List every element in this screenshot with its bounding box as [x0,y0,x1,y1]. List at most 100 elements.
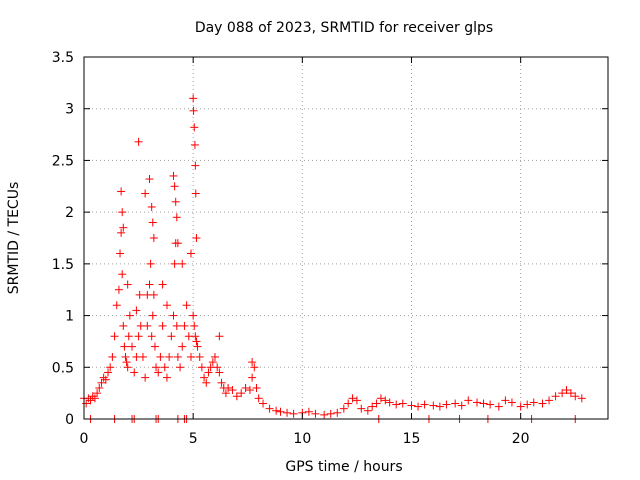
axis-ticks [83,56,608,420]
data-point [122,358,131,367]
data-point [119,321,128,330]
data-point [192,234,201,242]
data-point [237,389,246,398]
data-point [162,301,171,310]
data-point [148,311,157,320]
data-point [145,175,154,184]
data-point [141,373,150,382]
data-point [289,409,298,418]
data-point [414,402,423,411]
data-point [173,239,182,248]
data-point [154,368,163,377]
data-point [348,394,357,403]
data-point [138,352,147,361]
data-point [272,406,281,415]
data-point [172,213,181,222]
data-point [190,321,199,330]
data-point [191,161,200,170]
data-point [195,352,204,361]
y-tick-label: 1.5 [52,257,74,273]
data-point [577,394,586,403]
data-point [372,399,381,408]
data-point [145,280,154,289]
data-point [97,378,106,387]
data-point [523,400,532,409]
data-point [221,389,230,398]
data-point [149,234,158,242]
x-tick-label: 5 [189,431,198,447]
data-point [516,402,525,411]
data-point [248,358,257,367]
data-point [232,392,241,401]
data-point [311,409,320,418]
data-point [172,321,181,330]
data-point [241,383,250,392]
plot-frame [83,56,609,420]
data-point [202,378,211,387]
data-point [507,398,516,407]
data-point [376,394,385,403]
data-point [135,290,144,299]
y-tick-label: 3 [65,102,74,118]
y-tick-label: 0 [65,412,74,428]
data-point [106,363,115,372]
data-point [457,401,466,410]
data-point [224,383,233,392]
x-tick-label: 0 [80,431,89,447]
data-point [381,396,390,405]
data-point [86,396,95,405]
y-axis-label: SRMTID / TECUs [6,182,22,295]
data-point [176,363,185,372]
data-point [217,378,226,387]
data-point [134,137,143,146]
data-point [165,352,174,361]
data-point [265,404,274,413]
data-point [189,94,198,103]
data-point [193,342,202,351]
data-point [254,394,263,403]
data-point [128,342,137,351]
data-point [182,301,191,310]
data-point [451,399,460,408]
data-point [326,409,335,418]
data-point [158,280,167,289]
data-point [169,171,178,180]
data-point [118,270,127,279]
y-tick-label: 2 [65,205,74,221]
data-point [250,363,259,372]
data-point [147,332,156,341]
data-point [566,389,575,398]
data-points [80,94,586,423]
data-point [120,342,129,351]
data-point [344,399,353,408]
x-tick-label: 20 [512,431,530,447]
data-point [538,399,547,408]
data-point [190,140,199,149]
data-point [259,399,268,408]
data-point [191,189,200,198]
data-point [501,396,510,405]
data-point [392,400,401,409]
data-point [130,368,139,377]
data-point [173,352,182,361]
data-point [545,396,554,405]
data-point [95,383,104,392]
data-point [110,332,119,341]
data-point [215,332,224,341]
data-point [571,392,580,401]
data-point [152,363,161,372]
data-point [141,189,150,198]
data-point [435,402,444,411]
data-point [167,332,176,341]
data-point [146,259,155,268]
data-point [352,396,361,405]
y-tick-label: 2.5 [52,153,74,169]
data-point [357,404,366,413]
data-point [529,398,538,407]
data-point [486,400,495,409]
data-point [429,401,438,410]
data-point [276,407,285,416]
data-point [143,321,152,330]
data-point [420,400,429,409]
data-point [245,386,254,395]
